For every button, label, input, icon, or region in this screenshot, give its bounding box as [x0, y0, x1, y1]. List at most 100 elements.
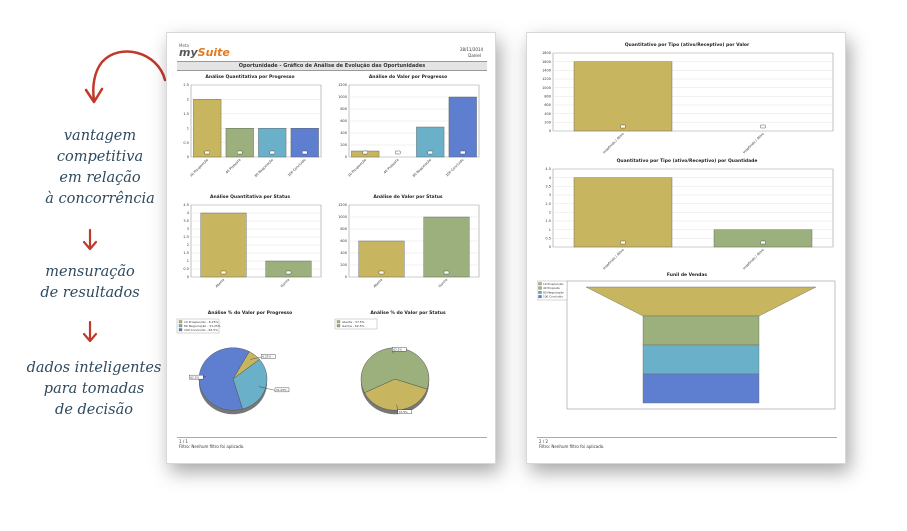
tick-label: 2	[187, 98, 189, 102]
footer-page: 2 / 2	[539, 439, 548, 444]
tick-label: 4.5	[545, 167, 551, 171]
annotation-line: mensuração	[45, 264, 135, 280]
category-label: Indefinido / Ativo	[742, 132, 765, 155]
annotation-line: competitiva	[56, 149, 144, 165]
data-label-box	[269, 150, 275, 155]
down-arrow-icon	[82, 228, 98, 251]
tick-label: 1200	[338, 203, 347, 207]
legend-label: 100 Concluído - 62.5%	[184, 328, 218, 332]
tick-label: 600	[340, 119, 347, 123]
bar	[448, 96, 477, 158]
down-arrow-icon	[82, 320, 98, 343]
bar-chart-svg: 0 0.5 1 1.5 2 2.5 3 3.5 4 4.5 Indefinido / Ativo In…	[545, 167, 834, 270]
report-date: 28/11/2014	[459, 47, 483, 52]
logo-my: my	[179, 46, 198, 59]
tick-label: 1000	[338, 215, 347, 219]
funnel-segment	[642, 373, 760, 404]
chart-pct-status: Análise % do Valor por Status Aberta - 3…	[333, 311, 483, 421]
tick-label: 2	[549, 211, 551, 215]
legend-swatch	[538, 290, 542, 294]
tick-label: 2	[187, 243, 189, 247]
tick-label: 200	[340, 263, 347, 267]
category-label: Aberta	[215, 278, 226, 289]
bar	[416, 126, 445, 158]
annotation-line: dados inteligentes	[26, 360, 162, 376]
tick-label: 4	[549, 176, 552, 180]
tick-label: 600	[340, 239, 347, 243]
legend-frame	[537, 280, 568, 301]
legend-label: 80 Negociação - 31.25%	[184, 324, 221, 328]
tick-label: 800	[340, 227, 347, 231]
category-label: 10 Prospecção	[347, 158, 367, 178]
legend-swatch	[538, 282, 542, 286]
tick-label: 2.5	[183, 83, 189, 87]
annotation-results: mensuração de resultados	[20, 262, 160, 304]
pie-slice	[232, 359, 268, 410]
chart-title: Análise Quantitativa por Progresso	[205, 75, 295, 80]
data-label-box	[237, 150, 243, 155]
chart-value-status: Análise do Valor por Status 0 200 400 600 80…	[333, 195, 483, 301]
tick-label: 1	[549, 228, 551, 232]
bar	[573, 61, 673, 132]
legend-label: Ganha - 62.5%	[342, 324, 364, 328]
tick-label: 3	[187, 227, 189, 231]
pie-slice	[364, 378, 428, 411]
legend-swatch	[538, 286, 542, 290]
tick-label: 0	[345, 275, 347, 279]
tick-label: 0.5	[183, 141, 189, 145]
report-page-1: Meta mySuite 28/11/2014 Daniel Oportunid…	[166, 32, 496, 464]
legend-swatch	[178, 324, 183, 328]
slice-label: 6.25%	[262, 355, 271, 359]
tick-label: 600	[544, 103, 551, 107]
chart-title: Quantitativo por Tipo (ativo/Receptivo) …	[624, 43, 750, 48]
slice-label: 62.5%	[393, 347, 402, 351]
data-label-box	[760, 124, 766, 129]
bar	[193, 99, 222, 158]
category-label: 80 Negociação	[412, 158, 432, 178]
chart-title: Análise do Valor por Status	[373, 195, 443, 200]
annotation-data: dados inteligentes para tomadas de decis…	[14, 358, 174, 421]
tick-label: 0	[549, 129, 551, 133]
slice-label: 37.5%	[399, 410, 408, 414]
tick-label: 0.5	[545, 237, 551, 241]
legend: Aberta - 37.5%Ganha - 62.5%	[334, 318, 378, 330]
chart-quant-progress: Análise Quantitativa por Progresso 0 0.5 1…	[175, 75, 325, 181]
data-label-box	[395, 150, 401, 155]
tick-label: 1600	[542, 60, 551, 64]
tick-label: 2.5	[545, 202, 551, 206]
report-user: Daniel	[468, 53, 481, 58]
legend-swatch	[178, 320, 183, 324]
category-label: Ganha	[280, 278, 290, 288]
tick-label: 1200	[338, 83, 347, 87]
legend: 10 Prospecção - 6.25%80 Negociação - 31.…	[176, 318, 221, 334]
annotation-line: de resultados	[40, 285, 140, 301]
chart-title: Funil de Vendas	[666, 273, 708, 278]
annotation-competitive: vantagem competitiva em relação à concor…	[20, 126, 180, 210]
legend-swatch	[336, 324, 341, 328]
data-label-box	[274, 387, 290, 393]
tick-label: 0	[549, 245, 551, 249]
category-label: 40 Proposta	[383, 158, 400, 175]
data-label-box	[204, 150, 210, 155]
legend-label: 100 Concluído	[543, 295, 563, 299]
tick-label: 0	[187, 155, 189, 159]
tick-label: 0	[187, 275, 189, 279]
tick-label: 1.5	[183, 112, 189, 116]
legend-label: 10 Prospecção	[543, 282, 564, 286]
report-header-title: Oportunidade - Gráfico de Análise de Evo…	[238, 63, 426, 69]
tick-label: 3.5	[183, 219, 189, 223]
data-label-box	[220, 270, 227, 275]
chart-title: Análise % do Valor por Progresso	[207, 311, 293, 316]
bar-chart-svg: 0 200 400 600 800 1000 1200 Aberta Ganha	[338, 203, 480, 289]
data-label-box	[460, 150, 466, 155]
funnel-segment	[642, 344, 760, 375]
legend-swatch	[178, 328, 183, 332]
chart-title: Quantitativo por Tipo (ativo/Receptivo) …	[616, 159, 758, 164]
annotation-line: em relação	[59, 170, 141, 186]
data-label-box	[302, 150, 308, 155]
chart-title: Análise do Valor por Progresso	[368, 75, 448, 80]
data-label-box	[620, 240, 626, 245]
data-label-box	[261, 354, 276, 359]
tick-label: 0	[345, 155, 347, 159]
pie-chart-svg: 10 Prospecção - 6.25%80 Negociação - 31.…	[176, 318, 290, 415]
